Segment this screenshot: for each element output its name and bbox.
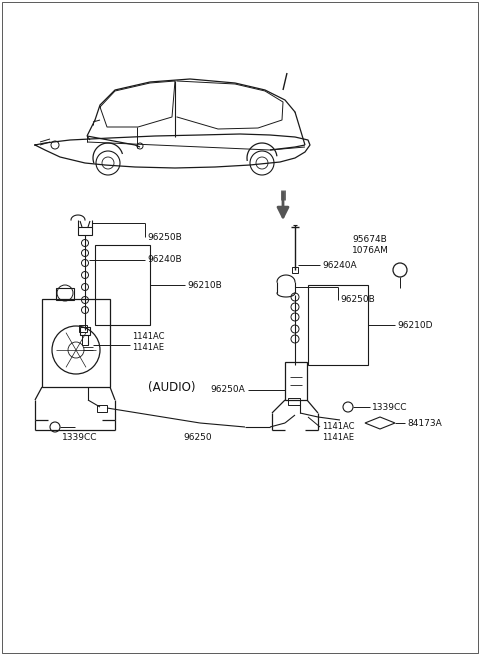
Text: 1141AC
1141AE: 1141AC 1141AE — [322, 422, 355, 441]
Text: 96250A: 96250A — [210, 386, 245, 394]
Bar — [79, 325, 87, 332]
Bar — [292, 267, 298, 273]
Text: 96240B: 96240B — [147, 255, 181, 265]
Text: 1339CC: 1339CC — [372, 403, 408, 411]
Text: (AUDIO): (AUDIO) — [148, 381, 195, 394]
Text: 96250: 96250 — [184, 432, 212, 441]
Bar — [97, 405, 107, 412]
Bar — [285, 362, 307, 400]
Bar — [56, 288, 74, 300]
Text: 96250B: 96250B — [340, 295, 375, 305]
Bar — [288, 398, 300, 405]
Text: 84173A: 84173A — [407, 419, 442, 428]
Bar — [78, 227, 92, 235]
Bar — [95, 245, 150, 325]
Text: 96210B: 96210B — [187, 280, 222, 290]
Text: 1339CC: 1339CC — [62, 432, 97, 441]
Text: 96240A: 96240A — [322, 261, 357, 269]
Bar — [80, 327, 90, 335]
Bar — [42, 299, 110, 387]
Text: 95674B
1076AM: 95674B 1076AM — [351, 235, 388, 255]
Bar — [82, 335, 88, 345]
Text: 96210D: 96210D — [397, 320, 432, 329]
Text: 1141AC
1141AE: 1141AC 1141AE — [132, 332, 165, 352]
Bar — [308, 285, 368, 365]
Text: 96250B: 96250B — [147, 233, 182, 242]
